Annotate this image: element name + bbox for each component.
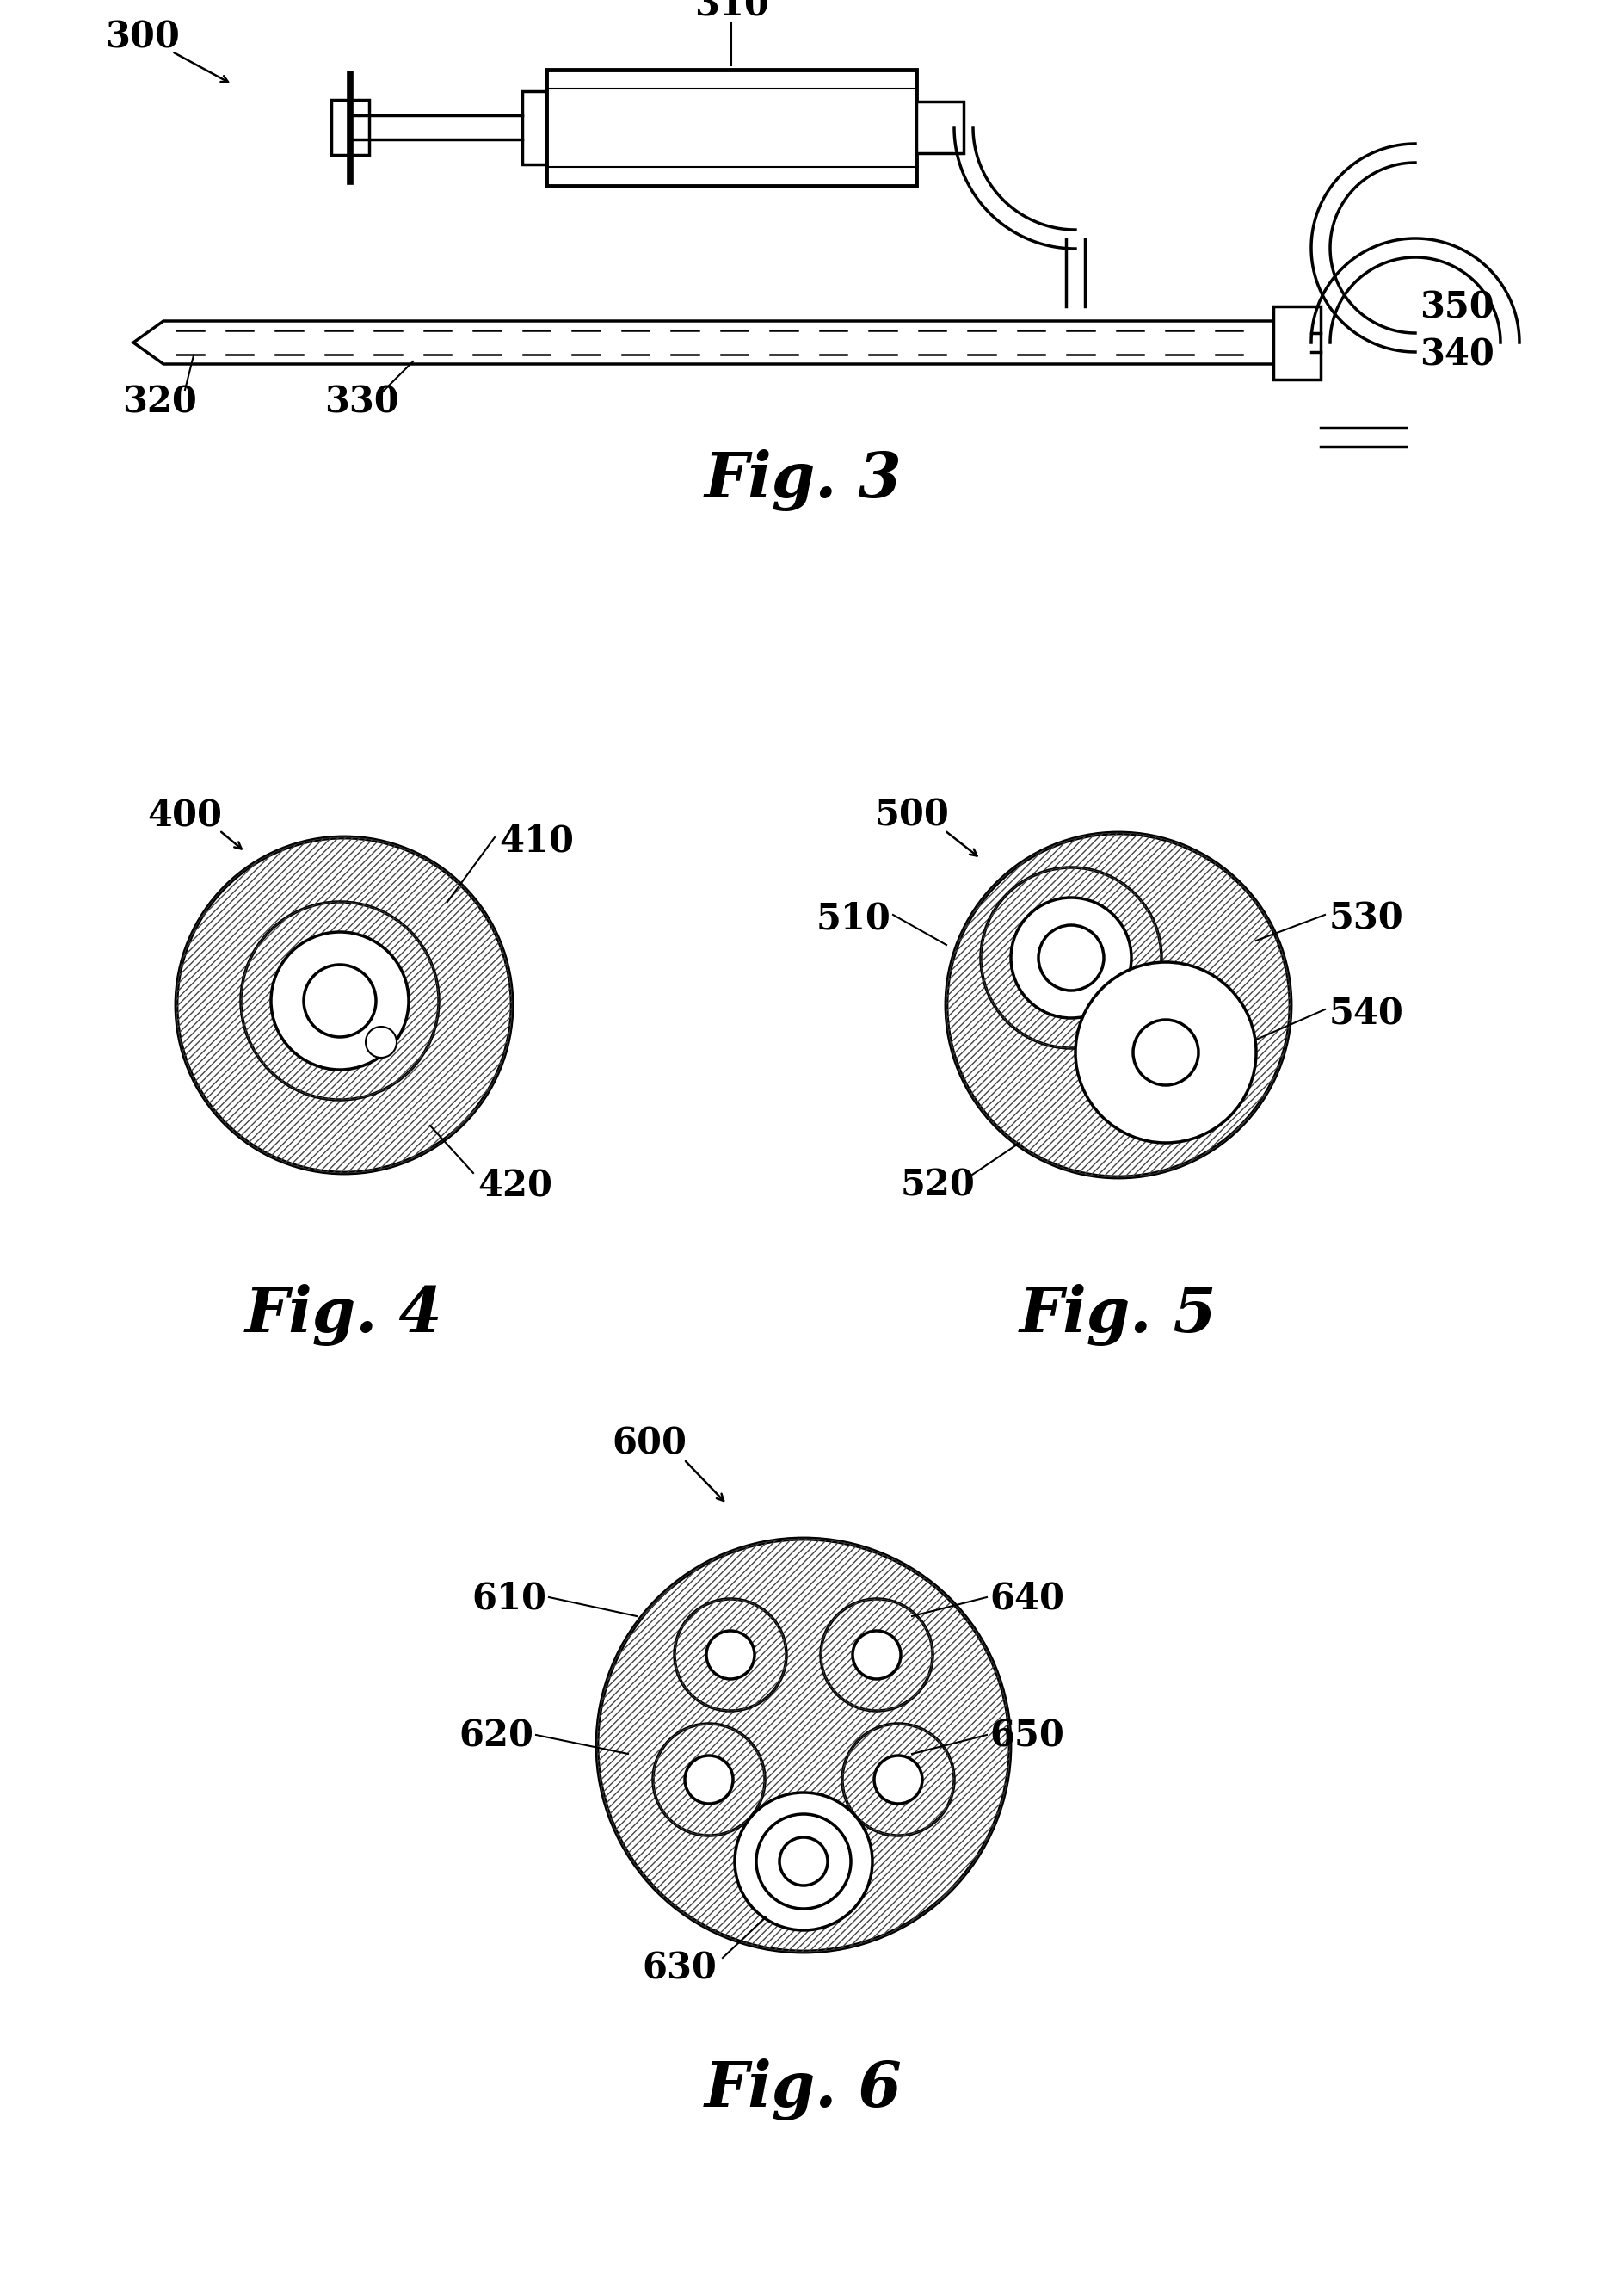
Text: 310: 310 (695, 0, 769, 23)
Circle shape (653, 1724, 765, 1835)
Circle shape (241, 902, 439, 1100)
Circle shape (875, 1756, 923, 1805)
Circle shape (365, 1026, 397, 1058)
Text: 620: 620 (458, 1720, 534, 1754)
Text: 410: 410 (498, 824, 574, 859)
Circle shape (780, 1837, 828, 1885)
Text: 330: 330 (325, 386, 399, 420)
Circle shape (947, 833, 1291, 1178)
Circle shape (1134, 1019, 1198, 1086)
Circle shape (1039, 925, 1103, 990)
Circle shape (685, 1756, 733, 1805)
Circle shape (820, 1598, 933, 1711)
Circle shape (1076, 962, 1256, 1143)
Circle shape (852, 1630, 900, 1678)
Circle shape (706, 1630, 754, 1678)
Text: 350: 350 (1420, 289, 1494, 326)
Text: 520: 520 (900, 1169, 974, 1203)
Text: Fig. 3: Fig. 3 (704, 450, 902, 512)
Polygon shape (917, 101, 963, 154)
Text: 610: 610 (471, 1582, 547, 1616)
Circle shape (304, 964, 376, 1038)
Text: 530: 530 (1330, 900, 1404, 937)
Text: 340: 340 (1420, 335, 1494, 372)
Text: 640: 640 (989, 1582, 1064, 1616)
Text: 320: 320 (122, 386, 196, 420)
Text: 300: 300 (105, 18, 180, 55)
Circle shape (981, 868, 1161, 1049)
Text: 650: 650 (989, 1720, 1064, 1754)
Circle shape (1011, 898, 1132, 1017)
Text: 600: 600 (613, 1426, 687, 1463)
Polygon shape (331, 99, 370, 154)
Circle shape (843, 1724, 954, 1835)
Circle shape (674, 1598, 786, 1711)
Text: Fig. 6: Fig. 6 (704, 2060, 902, 2122)
Text: 500: 500 (875, 797, 949, 833)
Polygon shape (547, 69, 917, 186)
Text: 540: 540 (1330, 996, 1404, 1031)
Text: 510: 510 (815, 900, 891, 937)
Text: Fig. 4: Fig. 4 (246, 1283, 442, 1345)
Circle shape (597, 1538, 1010, 1952)
Circle shape (735, 1793, 873, 1931)
Text: 630: 630 (642, 1952, 717, 1986)
Polygon shape (523, 92, 547, 163)
Circle shape (177, 838, 511, 1173)
Text: 420: 420 (478, 1169, 552, 1203)
Circle shape (272, 932, 408, 1070)
Circle shape (756, 1814, 851, 1908)
Text: Fig. 5: Fig. 5 (1019, 1283, 1217, 1345)
Text: 400: 400 (148, 797, 222, 833)
